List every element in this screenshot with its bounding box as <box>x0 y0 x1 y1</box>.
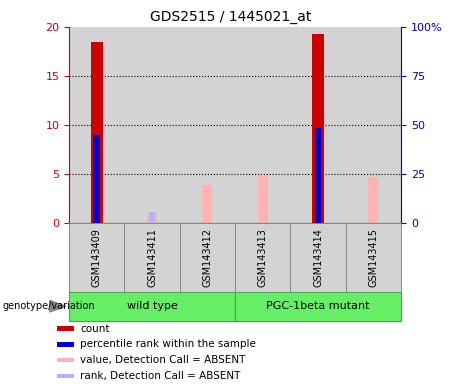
Bar <box>312 34 324 223</box>
Bar <box>180 223 235 292</box>
Bar <box>235 292 401 321</box>
Bar <box>315 128 321 223</box>
Bar <box>69 292 235 321</box>
Text: GSM143413: GSM143413 <box>258 228 268 287</box>
Text: PGC-1beta mutant: PGC-1beta mutant <box>266 301 370 311</box>
Text: genotype/variation: genotype/variation <box>2 301 95 311</box>
Text: value, Detection Call = ABSENT: value, Detection Call = ABSENT <box>80 355 246 365</box>
Polygon shape <box>50 300 65 312</box>
Text: GSM143414: GSM143414 <box>313 228 323 287</box>
Text: rank, Detection Call = ABSENT: rank, Detection Call = ABSENT <box>80 371 241 381</box>
Text: count: count <box>80 324 110 334</box>
Bar <box>149 212 155 223</box>
Bar <box>235 223 290 292</box>
Bar <box>290 223 346 292</box>
Text: GSM143415: GSM143415 <box>368 228 378 287</box>
Bar <box>91 41 103 223</box>
Text: GDS2515 / 1445021_at: GDS2515 / 1445021_at <box>150 10 311 23</box>
Bar <box>94 135 100 223</box>
Bar <box>58 358 75 362</box>
Text: percentile rank within the sample: percentile rank within the sample <box>80 339 256 349</box>
Text: GSM143412: GSM143412 <box>202 228 213 287</box>
Text: GSM143409: GSM143409 <box>92 228 102 287</box>
Bar <box>58 326 75 331</box>
Bar <box>58 342 75 347</box>
Text: wild type: wild type <box>127 301 177 311</box>
Text: GSM143411: GSM143411 <box>147 228 157 287</box>
Bar <box>124 223 180 292</box>
Bar <box>368 177 378 223</box>
Bar <box>346 223 401 292</box>
Bar <box>258 175 268 223</box>
Bar <box>147 213 157 223</box>
Bar <box>58 374 75 378</box>
Bar <box>202 185 213 223</box>
Bar <box>69 223 124 292</box>
